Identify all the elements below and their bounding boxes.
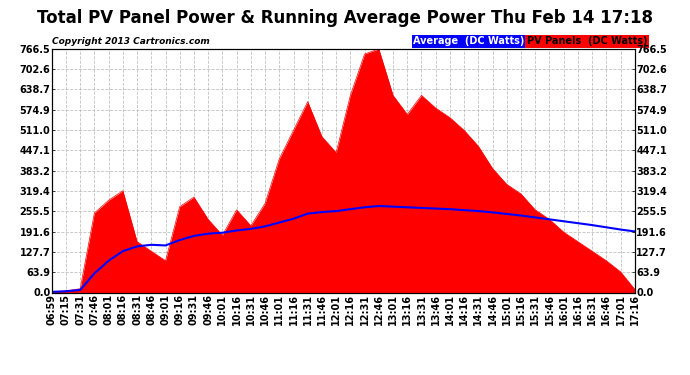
- Text: Total PV Panel Power & Running Average Power Thu Feb 14 17:18: Total PV Panel Power & Running Average P…: [37, 9, 653, 27]
- Text: Copyright 2013 Cartronics.com: Copyright 2013 Cartronics.com: [52, 38, 210, 46]
- Text: Average  (DC Watts): Average (DC Watts): [413, 36, 524, 46]
- Text: PV Panels  (DC Watts): PV Panels (DC Watts): [527, 36, 647, 46]
